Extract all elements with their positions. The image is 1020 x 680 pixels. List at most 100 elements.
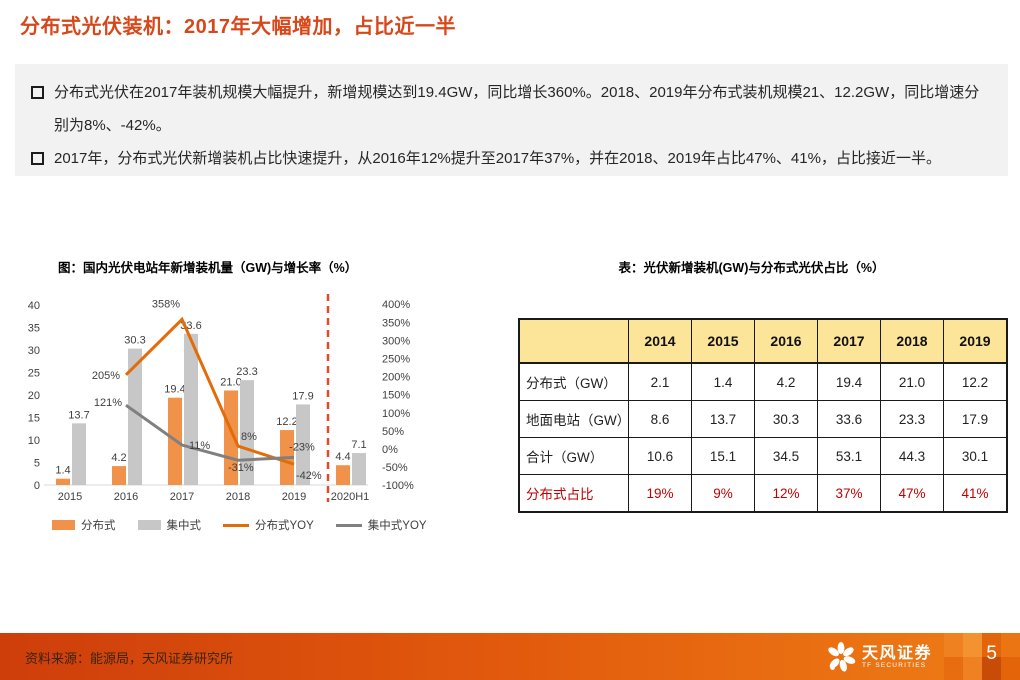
bullet-text: 2017年，分布式光伏新增装机占比快速提升，从2016年12%提升至2017年3…	[54, 150, 941, 167]
bar	[128, 348, 142, 485]
chart-label: 30	[28, 345, 40, 357]
chart-label: -100%	[382, 480, 414, 492]
table-header-cell: 2019	[943, 318, 1008, 364]
table-header-cell: 2014	[628, 318, 692, 364]
summary-panel: 分布式光伏在2017年装机规模大幅提升，新增规模达到19.4GW，同比增长360…	[15, 64, 1008, 176]
table-row: 地面电站（GW） 8.6 13.7 30.3 33.6 23.3 17.9	[518, 400, 1008, 438]
chart-label: 205%	[92, 370, 120, 382]
table-cell: 53.1	[817, 437, 881, 475]
footer-bar: 资料来源：能源局，天风证券研究所 天风证券 TF SECURITIES	[0, 633, 1020, 680]
table-row: 合计（GW） 10.6 15.1 34.5 53.1 44.3 30.1	[518, 437, 1008, 475]
bar	[112, 466, 126, 485]
legend-line-swatch	[335, 523, 362, 527]
chart-label: 2016	[114, 491, 138, 503]
table-cell: 19.4	[817, 362, 881, 401]
chart-label: 150%	[382, 390, 410, 402]
chart-label: 21.0	[220, 377, 241, 389]
chart-label: 20	[28, 390, 40, 402]
table-header-row: 2014 2015 2016 2017 2018 2019	[518, 318, 1008, 364]
chart-label: -31%	[228, 462, 254, 474]
bar	[184, 333, 198, 485]
table-cell: 21.0	[880, 362, 944, 401]
table-cell: 47%	[880, 474, 944, 513]
table-cell: 30.1	[943, 437, 1008, 475]
legend-item: 分布式YOY	[223, 517, 314, 533]
chart-label: 300%	[382, 335, 410, 347]
table-header-cell: 2015	[691, 318, 755, 364]
table-header-cell: 2018	[880, 318, 944, 364]
trend-line	[124, 316, 295, 466]
legend-bar-swatch	[52, 520, 75, 530]
chart-label: 19.4	[164, 384, 185, 396]
table-cell: 34.5	[754, 437, 818, 475]
table-cell: 9%	[691, 474, 755, 513]
brand-subtitle: TF SECURITIES	[861, 662, 927, 670]
table-cell: 12%	[754, 474, 818, 513]
legend-label: 集中式YOY	[367, 520, 427, 532]
chart-label: 2020H1	[331, 491, 370, 503]
chart-label: 35	[28, 323, 40, 335]
table-cell: 37%	[817, 474, 881, 513]
chart-legend: 分布式 集中式 分布式YOY 集中式YOY	[52, 517, 427, 533]
chart-label: 40	[28, 300, 40, 312]
chart-label: 7.1	[351, 439, 366, 451]
page-number: 5	[986, 643, 997, 664]
table-cell: 15.1	[691, 437, 755, 475]
table-cell: 2.1	[628, 362, 692, 401]
bullet-square-icon	[31, 152, 44, 165]
legend-label: 集中式	[166, 520, 202, 532]
chart-label: 15	[28, 413, 40, 425]
table-cell: 19%	[628, 474, 692, 513]
bar	[56, 478, 70, 485]
brand-logo: 天风证券 TF SECURITIES	[826, 640, 932, 674]
trend-line	[125, 403, 295, 462]
data-table: 2014 2015 2016 2017 2018 2019 分布式（GW） 2.1 1.4 4.2…	[518, 318, 1008, 513]
bar	[352, 453, 366, 485]
bar	[224, 390, 238, 485]
tf-securities-flower-icon	[828, 642, 856, 672]
chart-label: 0	[34, 480, 40, 492]
chart-label: 2015	[58, 491, 82, 503]
bullet-text: 分布式光伏在2017年装机规模大幅提升，新增规模达到19.4GW，同比增长360…	[54, 84, 980, 134]
table-cell: 8.6	[628, 400, 692, 438]
table-cell: 33.6	[817, 400, 881, 438]
chart-label: -42%	[296, 470, 322, 482]
chart-label: 4.4	[335, 451, 350, 463]
page-title: 分布式光伏装机：2017年大幅增加，占比近一半	[20, 16, 456, 38]
table-header-cell	[518, 318, 629, 364]
bullet-item: 2017年，分布式光伏新增装机占比快速提升，从2016年12%提升至2017年3…	[31, 142, 992, 175]
chart-label: 4.2	[111, 452, 126, 464]
chart-title: 图：国内光伏电站年新增装机量（GW)与增长率（%）	[58, 261, 358, 275]
table-row-label: 分布式（GW）	[518, 362, 629, 401]
table-cell: 13.7	[691, 400, 755, 438]
table-row: 分布式占比 19% 9% 12% 37% 47% 41%	[518, 474, 1008, 513]
chart-label: 250%	[382, 354, 410, 366]
table-cell: 4.2	[754, 362, 818, 401]
chart-label: -50%	[382, 462, 408, 474]
chart-label: 50%	[382, 426, 404, 438]
table-cell: 1.4	[691, 362, 755, 401]
brand-name: 天风证券	[861, 644, 932, 662]
chart-label: 2017	[170, 491, 194, 503]
combo-bar-line-chart: 0 5 10 15 20 25 30 35 40 400% 350% 300% 250% 200% 150%…	[28, 294, 414, 503]
chart-label: -23%	[289, 441, 315, 453]
table-row-label: 地面电站（GW）	[518, 400, 630, 438]
chart-label: 23.3	[236, 366, 257, 378]
table-row: 分布式（GW） 2.1 1.4 4.2 19.4 21.0 12.2	[518, 362, 1008, 401]
chart-label: 358%	[152, 298, 180, 310]
table-row-label: 分布式占比	[518, 474, 629, 513]
chart-label: 0%	[382, 444, 398, 456]
legend-line-swatch	[223, 523, 249, 527]
chart-label: 25	[28, 368, 40, 380]
table-cell: 12.2	[943, 362, 1008, 401]
table-cell: 30.3	[754, 400, 818, 438]
bar	[72, 423, 86, 485]
table-title: 表：光伏新增装机(GW)与分布式光伏占比（%）	[618, 261, 885, 275]
legend-bar-swatch	[137, 520, 161, 530]
chart-label: 350%	[382, 317, 410, 329]
chart-label: 1.4	[55, 465, 70, 477]
chart-label: 11%	[189, 440, 210, 452]
bar	[296, 404, 310, 485]
chart-label: 17.9	[292, 390, 313, 402]
chart-label: 10	[28, 435, 40, 447]
